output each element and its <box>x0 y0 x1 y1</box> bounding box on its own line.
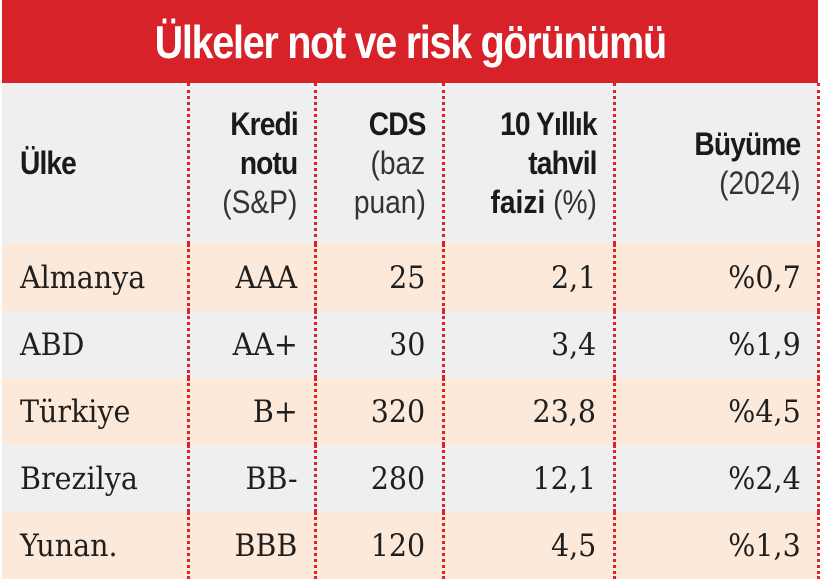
title-text: Ülkeler not ve risk görünümü <box>154 15 667 68</box>
cell-rating: AAA <box>186 244 315 311</box>
cell-growth: %2,4 <box>612 445 820 512</box>
cell-growth: %4,5 <box>612 378 820 445</box>
table-row: Türkiye B+ 320 23,8 %4,5 <box>2 378 820 445</box>
cell-country: Yunan. <box>20 527 118 564</box>
cell-bond: 12,1 <box>441 445 614 512</box>
cell-rating: BB- <box>186 445 315 512</box>
cell-country: Almanya <box>20 259 146 296</box>
cell-bond: 23,8 <box>441 378 614 445</box>
header-bond-yield: 10 Yıllık tahvil faizi (%) <box>441 83 614 244</box>
cell-bond: 3,4 <box>441 311 614 378</box>
cell-growth: %1,3 <box>612 512 820 579</box>
table-row: Brezilya BB- 280 12,1 %2,4 <box>2 445 820 512</box>
country-risk-table: Ülke Kredi notu (S&P) CDS (baz puan) 10 … <box>2 83 820 579</box>
cell-cds: 280 <box>313 445 443 512</box>
cell-rating: BBB <box>186 512 315 579</box>
page-title: Ülkeler not ve risk görünümü <box>2 0 818 83</box>
cell-growth: %0,7 <box>612 244 820 311</box>
table-header-row: Ülke Kredi notu (S&P) CDS (baz puan) 10 … <box>2 83 820 244</box>
cell-country: Türkiye <box>20 393 131 430</box>
cell-country: ABD <box>20 326 85 363</box>
header-growth: Büyüme (2024) <box>612 83 820 244</box>
cell-cds: 320 <box>313 378 443 445</box>
cell-rating: AA+ <box>186 311 315 378</box>
table-row: ABD AA+ 30 3,4 %1,9 <box>2 311 820 378</box>
table-row: Yunan. BBB 120 4,5 %1,3 <box>2 512 820 579</box>
cell-cds: 25 <box>313 244 443 311</box>
cell-rating: B+ <box>186 378 315 445</box>
header-cds: CDS (baz puan) <box>313 83 443 244</box>
table-row: Almanya AAA 25 2,1 %0,7 <box>2 244 820 311</box>
cell-bond: 4,5 <box>441 512 614 579</box>
cell-country: Brezilya <box>20 460 138 497</box>
header-credit-rating: Kredi notu (S&P) <box>186 83 315 244</box>
cell-growth: %1,9 <box>612 311 820 378</box>
header-bond-line3: faizi <box>490 184 545 220</box>
header-country: Ülke <box>20 145 77 181</box>
cell-cds: 30 <box>313 311 443 378</box>
cell-bond: 2,1 <box>441 244 614 311</box>
cell-cds: 120 <box>313 512 443 579</box>
header-bond-unit: (%) <box>544 184 597 220</box>
